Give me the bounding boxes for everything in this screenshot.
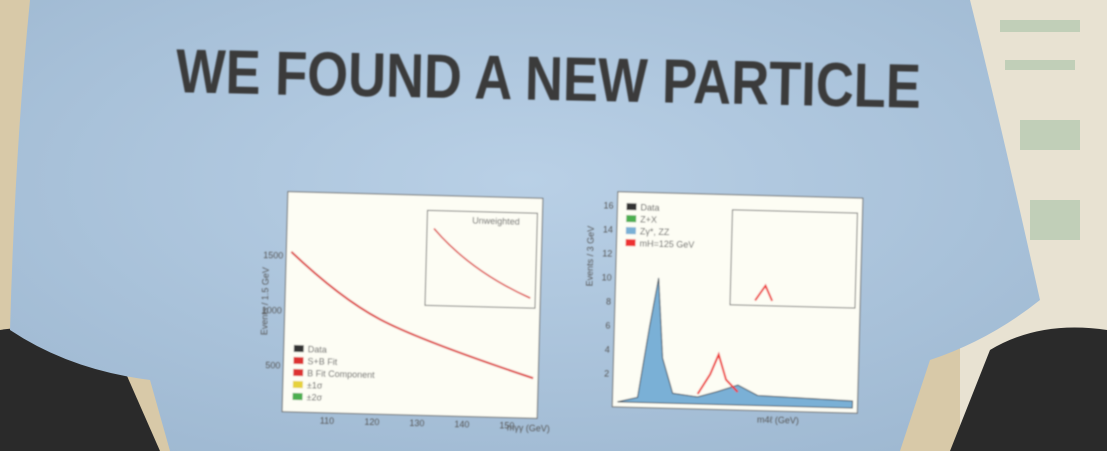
page: {"title": "WE FOUND A NEW PARTICLE", "le… [0,0,1107,451]
legend-swatch [626,215,636,222]
y-label: Events / 1.5 GeV [259,267,271,335]
legend-swatch [626,227,636,234]
y-tick-label: 6 [605,321,610,331]
left-plot: Unweighted Events / 1.5 GeV mγγ (GeV) 15… [257,191,556,434]
y-tick-label: 500 [265,360,280,370]
legend-label: Zγ*, ZZ [640,226,670,237]
y-tick-label: 4 [605,345,610,355]
y-label: Events / 3 GeV [584,226,596,287]
legend-swatch [294,345,304,352]
y-tick-label: 10 [602,272,612,282]
x-tick-label: 120 [364,417,379,427]
legend-swatch [293,357,303,364]
y-tick-label: 1500 [263,250,283,261]
inset-frame [730,210,857,308]
y-tick-label: 16 [603,200,613,210]
x-tick-label: 130 [409,418,424,428]
x-tick-label: 150 [499,420,514,430]
x-tick-label: 110 [320,416,335,426]
legend-label: ±2σ [306,392,322,402]
legend-label: Z+X [640,214,657,224]
legend-label: mH=125 GeV [639,238,694,249]
photo: WE FOUND A NEW PARTICLE Unweighted Event… [0,0,1107,451]
legend-swatch [626,239,636,246]
legend-label: Data [308,344,327,354]
legend-label: Data [640,202,659,212]
legend-swatch [293,369,303,376]
y-tick-label: 1000 [262,305,282,316]
x-label: m4ℓ (GeV) [757,415,799,426]
y-tick-label: 2 [604,369,609,379]
legend-swatch [292,393,302,400]
y-tick-label: 8 [606,297,611,307]
legend-swatch [293,381,303,388]
right-plot: Events / 3 GeV m4ℓ (GeV) 16 14 12 10 8 6 4 2 Dat… [581,191,863,427]
x-tick-label: 140 [454,419,469,429]
y-tick-label: 12 [602,248,612,258]
legend-label: ±1σ [307,380,323,390]
legend-swatch [626,203,636,210]
y-tick-label: 14 [603,224,613,234]
inset-label: Unweighted [472,216,520,227]
legend-label: B Fit Component [307,368,375,380]
legend-label: S+B Fit [307,356,338,367]
